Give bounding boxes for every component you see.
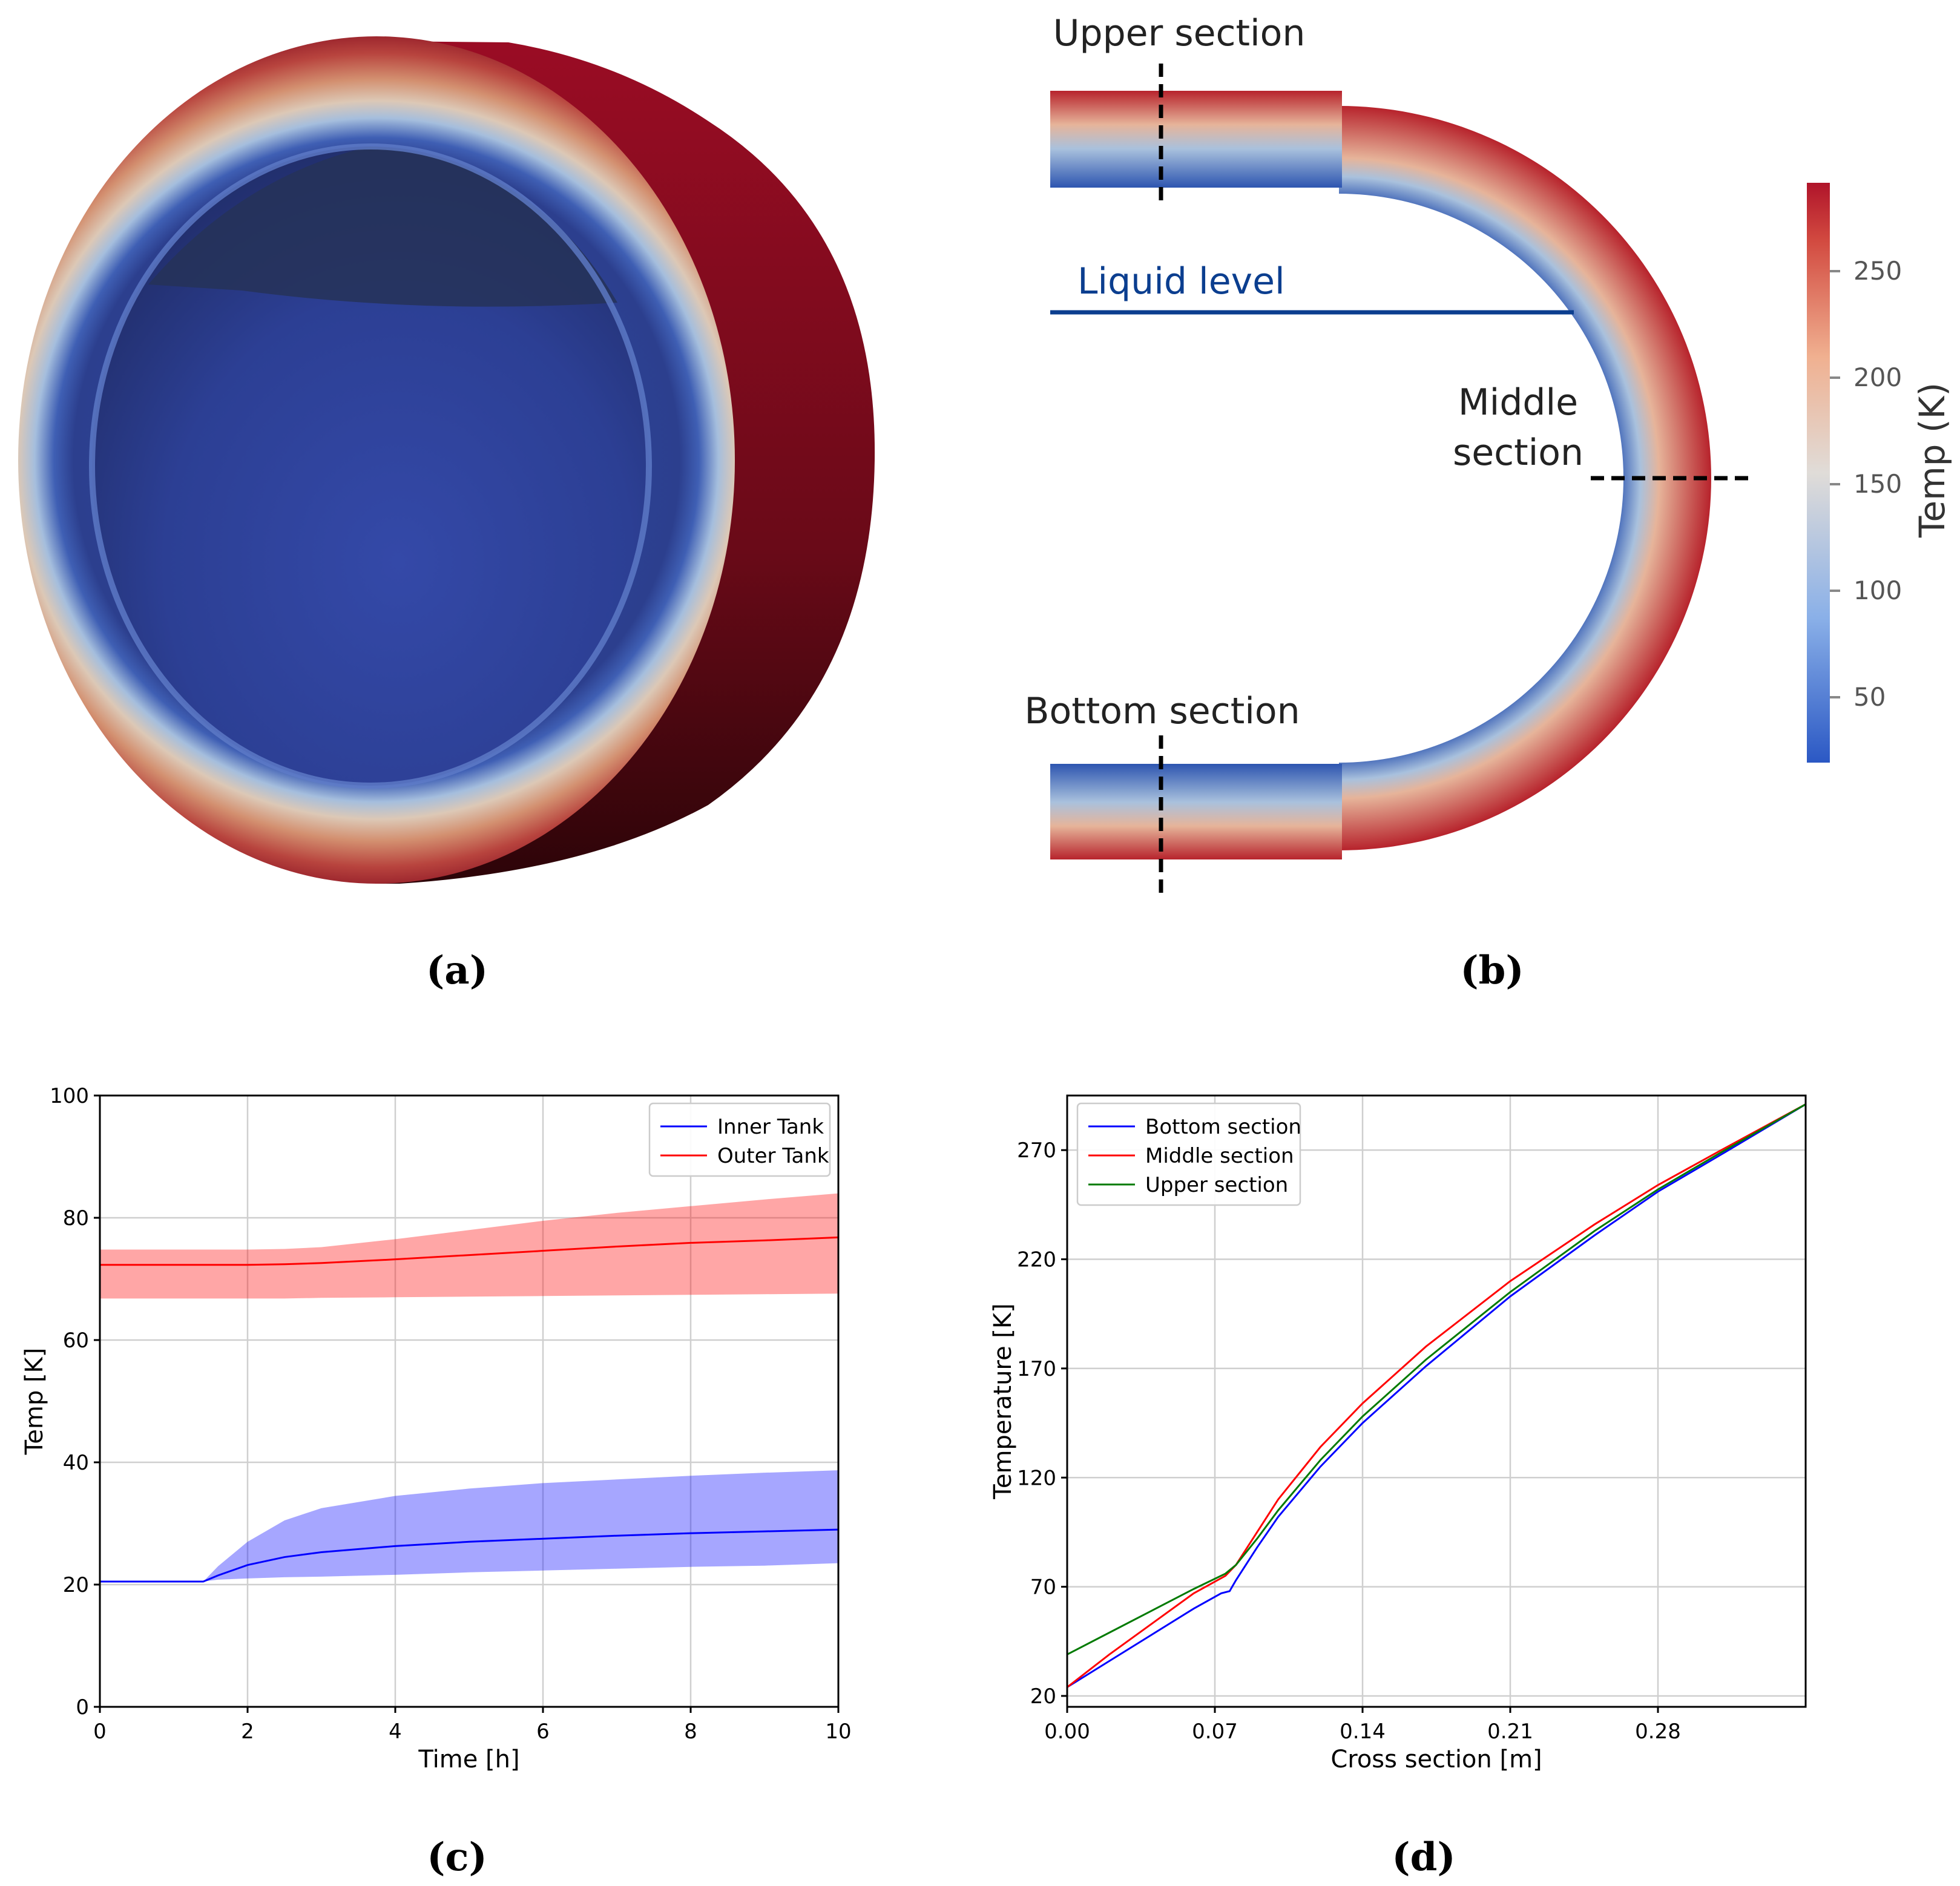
- x-tick-label: 6: [536, 1720, 550, 1744]
- pipe-upper-straight: [1050, 91, 1342, 188]
- y-tick-label: 20: [63, 1573, 89, 1597]
- series-line: [100, 1528, 839, 1583]
- x-axis-label: Cross section [m]: [1330, 1746, 1542, 1773]
- x-tick-label: 2: [241, 1720, 254, 1744]
- legend-label: Inner Tank: [717, 1115, 824, 1139]
- panel-a-tank-render: [18, 36, 875, 884]
- tank-inner-rim: [89, 143, 652, 789]
- panel-b-label: (b): [1460, 948, 1524, 993]
- x-tick-label: 0.00: [1044, 1720, 1090, 1744]
- x-tick-label: 0.28: [1635, 1720, 1681, 1744]
- y-tick-label: 100: [50, 1084, 89, 1108]
- panel-b-pipe-render: [1050, 64, 1752, 899]
- y-tick-label: 60: [63, 1329, 89, 1353]
- panel-a-label: (a): [426, 948, 488, 993]
- temperature-colorbar: 250 200 150 100 50 Temp (K): [1807, 183, 1953, 763]
- plot-frame: [1066, 1094, 1807, 1708]
- x-tick-label: 0.07: [1192, 1720, 1238, 1744]
- x-tick-label: 4: [389, 1720, 402, 1744]
- series-line: [1067, 1103, 1806, 1688]
- legend-label: Upper section: [1145, 1173, 1288, 1197]
- colorbar-tick-label: 150: [1853, 469, 1902, 499]
- legend-box: [648, 1102, 831, 1177]
- x-tick-label: 10: [825, 1720, 851, 1744]
- confidence-band: [100, 1193, 838, 1299]
- y-tick-label: 220: [1017, 1248, 1056, 1272]
- colorbar-title: Temp (K): [1912, 383, 1953, 538]
- plot-frame: [99, 1094, 840, 1708]
- panel-c-label: (c): [427, 1835, 487, 1880]
- legend-label: Middle section: [1145, 1144, 1294, 1168]
- plot-area: [100, 1096, 838, 1707]
- panel-d-label: (d): [1392, 1835, 1455, 1880]
- y-axis-label: Temp [K]: [21, 1348, 48, 1456]
- y-tick-label: 0: [76, 1695, 89, 1720]
- pipe-bottom-straight: [1050, 764, 1342, 859]
- upper-section-label: Upper section: [1053, 12, 1306, 54]
- colorbar-tick-label: 200: [1853, 363, 1902, 392]
- colorbar-gradient: [1807, 183, 1830, 763]
- y-tick-label: 40: [63, 1451, 89, 1475]
- legend-label: Outer Tank: [717, 1144, 829, 1168]
- colorbar-tick-label: 50: [1853, 682, 1886, 712]
- y-tick-label: 270: [1017, 1138, 1056, 1163]
- colorbar-tick-label: 100: [1853, 576, 1902, 605]
- y-tick-label: 120: [1017, 1466, 1056, 1490]
- bottom-section-label: Bottom section: [1024, 690, 1300, 732]
- y-tick-label: 70: [1030, 1576, 1056, 1600]
- y-tick-label: 80: [63, 1206, 89, 1230]
- liquid-level-label: Liquid level: [1077, 260, 1285, 303]
- middle-section-label-line2: section: [1453, 432, 1583, 474]
- x-tick-label: 0.21: [1487, 1720, 1533, 1744]
- x-tick-label: 0: [93, 1720, 107, 1744]
- y-axis-label: Temperature [K]: [989, 1303, 1017, 1500]
- colorbar-tick-label: 250: [1853, 256, 1902, 286]
- colorbar-tick-marks: [1830, 270, 1840, 698]
- series-line: [100, 1236, 839, 1266]
- chart-d-temperature-vs-cross-section: 0.00 0.07 0.14 0.21 0.28 20 70 120 170 220 270 Cros…: [989, 1094, 1807, 1773]
- pipe-arc: [1339, 106, 1711, 850]
- series-line: [1067, 1103, 1806, 1655]
- confidence-band: [100, 1470, 838, 1582]
- y-tick-label: 170: [1017, 1357, 1056, 1381]
- y-tick-label: 20: [1030, 1684, 1056, 1709]
- series-line: [1067, 1103, 1806, 1688]
- x-axis-label: Time [h]: [418, 1746, 519, 1773]
- x-tick-label: 0.14: [1340, 1720, 1386, 1744]
- x-tick-label: 8: [684, 1720, 697, 1744]
- legend-box: [1076, 1102, 1301, 1206]
- legend-label: Bottom section: [1145, 1115, 1301, 1139]
- middle-section-label-line1: Middle: [1458, 381, 1578, 424]
